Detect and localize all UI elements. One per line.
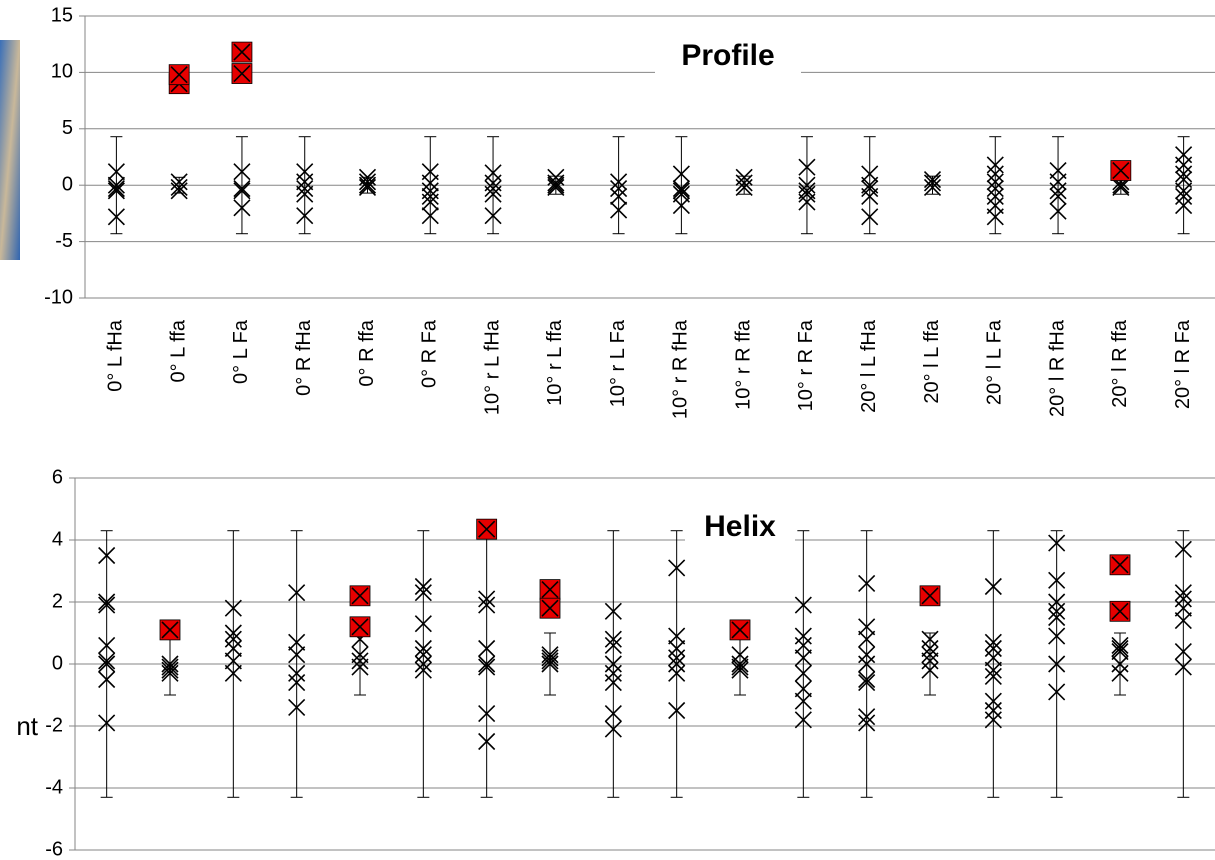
x-tick-label: 0° R ffa: [356, 319, 378, 386]
x-tick-label: 10° r L Fa: [607, 319, 629, 407]
x-tick-label: 20° l L Fa: [984, 319, 1006, 405]
flagged-point: [1110, 555, 1130, 575]
flagged-point: [160, 620, 180, 640]
y-tick-label: -4: [45, 776, 63, 798]
y-tick-label: 15: [51, 4, 73, 26]
flagged-point: [232, 42, 252, 62]
x-tick-label: 10° r R fHa: [670, 319, 692, 419]
flagged-point: [920, 586, 940, 606]
x-tick-label: 0° L ffa: [167, 319, 189, 382]
y-tick-label: 0: [62, 173, 73, 195]
y-tick-label: -2: [45, 714, 63, 736]
chart: -10 -5 0 5 10 15 Profile 0° L fHa 0° L ffa 0° L F…: [0, 0, 1215, 860]
x-tick-label: 10° r R Fa: [795, 319, 817, 411]
y-tick-label: 4: [52, 528, 63, 550]
x-tick-label: 20° l R Fa: [1172, 319, 1194, 409]
photo-fragment: [0, 40, 20, 260]
x-tick-label: 10° r L fHa: [481, 319, 503, 415]
x-tick-label: 10° r R ffa: [732, 319, 754, 410]
chart-title: Profile: [681, 39, 774, 72]
y-tick-label: -10: [44, 286, 73, 308]
flagged-point: [477, 519, 497, 539]
flagged-point: [169, 65, 189, 85]
y-tick-label: 10: [51, 61, 73, 83]
flagged-point: [1110, 601, 1130, 621]
flagged-point: [350, 586, 370, 606]
flagged-point: [350, 617, 370, 637]
x-tick-label: 0° L Fa: [230, 319, 252, 384]
y-axis-label: nt: [16, 711, 38, 741]
x-tick-label: 20° l L ffa: [921, 319, 943, 403]
flagged-point: [232, 64, 252, 84]
x-tick-label: 0° L fHa: [105, 319, 127, 392]
y-tick-label: 2: [52, 590, 63, 612]
y-tick-label: -5: [55, 230, 73, 252]
flagged-point: [540, 580, 560, 600]
y-tick-label: 6: [52, 466, 63, 488]
x-tick-label: 20° l L fHa: [858, 319, 880, 413]
flagged-point: [1111, 161, 1131, 181]
y-tick-label: 5: [62, 117, 73, 139]
x-tick-label: 10° r L ffa: [544, 319, 566, 406]
flagged-point: [730, 620, 750, 640]
x-tick-label: 0° R fHa: [293, 319, 315, 396]
y-tick-label: -6: [45, 838, 63, 860]
x-tick-label: 20° l R fHa: [1046, 319, 1068, 417]
x-tick-label: 0° R Fa: [419, 319, 441, 388]
y-tick-label: 0: [52, 652, 63, 674]
chart-title: Helix: [704, 510, 776, 543]
flagged-point: [540, 598, 560, 618]
x-tick-label: 20° l R ffa: [1109, 319, 1131, 408]
